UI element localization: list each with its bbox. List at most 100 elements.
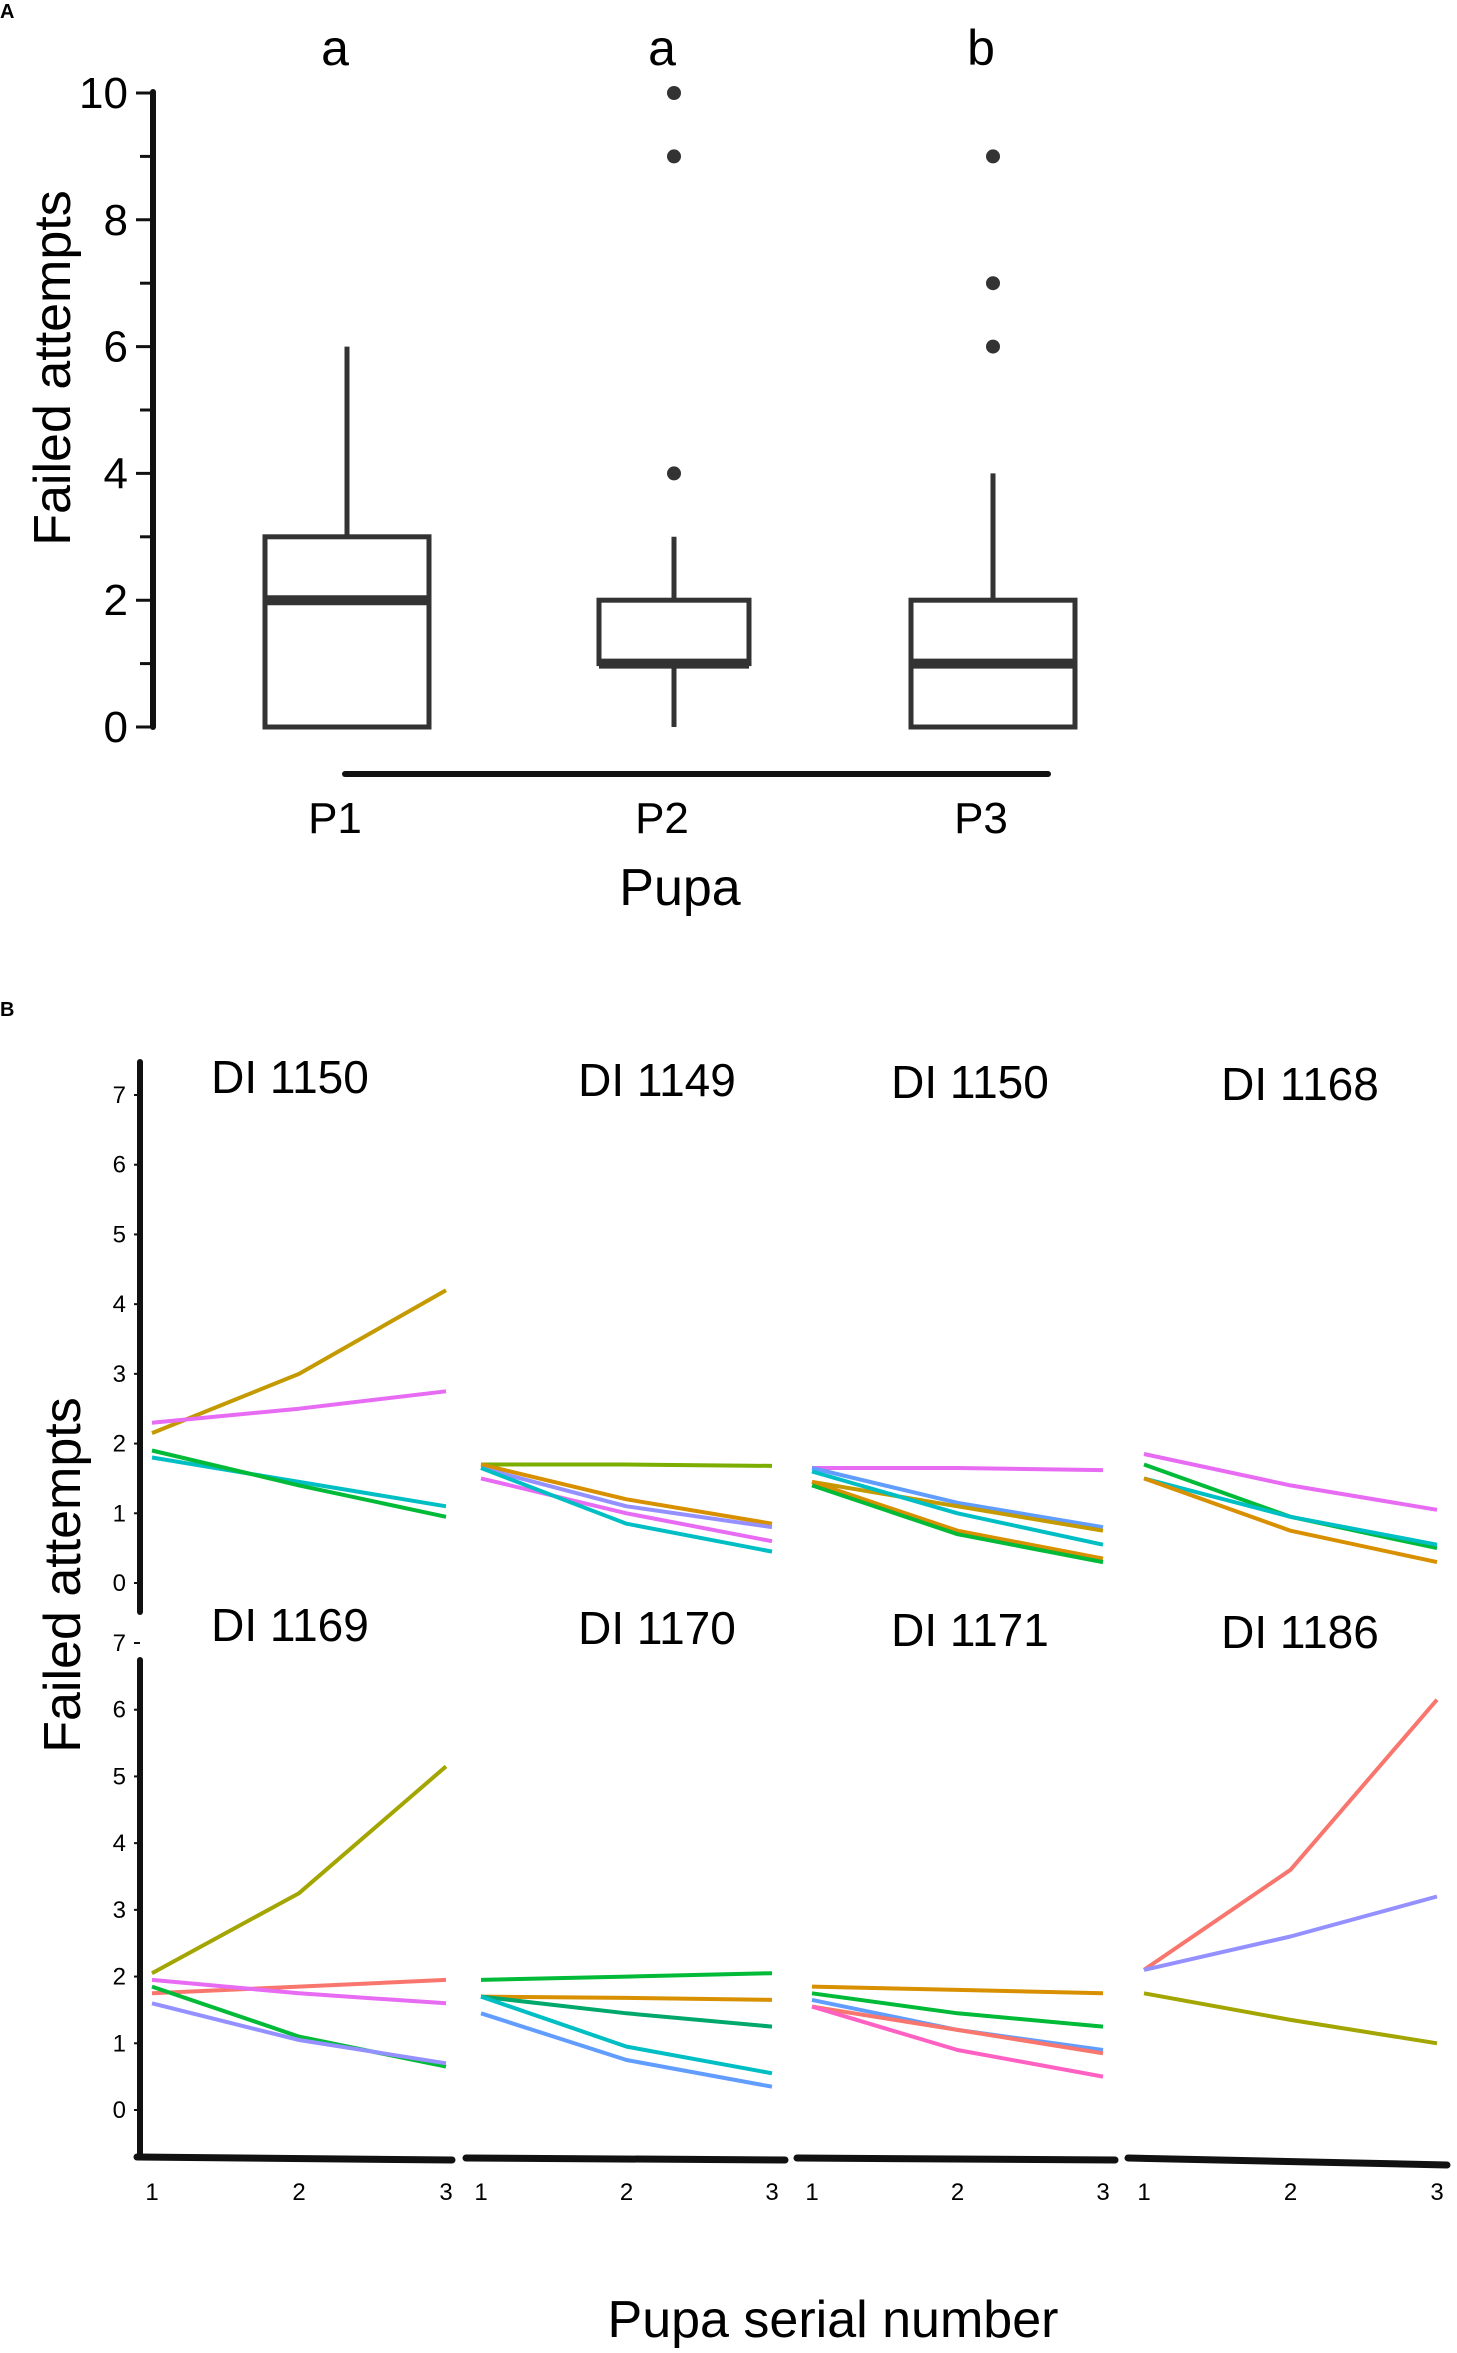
panel-a-x-axis-title: Pupa [619, 859, 741, 917]
panel-b-series-line [811, 1483, 1104, 1565]
panel-b-series-line [480, 1994, 773, 2029]
panel-b-series-line [151, 1448, 447, 1519]
panel-b-series-line [1142, 1698, 1439, 1972]
panel-b-x-tick-label: 3 [765, 2179, 778, 2206]
panel-b-x-tick-label: 1 [1137, 2179, 1150, 2206]
panel-b-y-tick-label: 3 [113, 1897, 126, 1924]
panel-a-x-tick-label: P1 [308, 794, 362, 843]
panel-b-series-line [1143, 1476, 1438, 1547]
panel-a-outlier [986, 276, 1000, 291]
panel-a-y-tick-label: 10 [79, 69, 128, 118]
panel-b-facet-title: DI 1150 [891, 1056, 1049, 1108]
panel-b-series-line [811, 1469, 1104, 1547]
panel-b-x-tick-label: 1 [145, 2179, 158, 2206]
panel-b-x-tick-label: 2 [1284, 2179, 1297, 2206]
panel-b-series-line [480, 1994, 773, 2076]
panel-b-facet: DI 1169 [151, 1599, 448, 2069]
panel-b-series-line [811, 1991, 1104, 2029]
panel-b-series-line [151, 1977, 447, 1996]
panel-a-y-tick-label: 2 [104, 576, 128, 625]
panel-b-series-line [811, 1997, 1104, 2052]
panel-a-x-tick-label: P2 [635, 794, 689, 843]
panel-a-boxplot: 0 2 4 6 8 10 P1 a P2 a P3 b Failed attempts Pupa [24, 20, 1078, 917]
panel-b-facet-title: DI 1150 [211, 1051, 369, 1103]
panel-b-y-tick-label: 5 [113, 1221, 126, 1248]
panel-b-series-line [480, 1466, 773, 1530]
panel-b-y-tick-label: 4 [113, 1291, 126, 1318]
panel-b-y-tick-label: 4 [113, 1830, 126, 1857]
panel-b-series-line [811, 1984, 1104, 1996]
panel-a-y-axis-title: Failed attempts [24, 190, 82, 546]
panel-b-y-tick-label: 2 [113, 1431, 126, 1458]
panel-b-series-line [151, 1288, 447, 1435]
panel-b-x-tick-label: 2 [620, 2179, 633, 2206]
panel-a-outlier [986, 339, 1000, 354]
panel-b-facet: DI 1150 [811, 1056, 1104, 1565]
panel-b-facet-title: DI 1171 [891, 1604, 1049, 1656]
panel-b-facet-title: DI 1170 [578, 1602, 736, 1654]
panel-b-x-axis-col2 [462, 2154, 789, 2164]
panel-b-series-line [480, 2011, 773, 2089]
panel-b-x-tick-label: 1 [805, 2179, 818, 2206]
panel-a-box [596, 597, 752, 667]
panel-a-box-group: P3 b [908, 20, 1078, 843]
panel-b-series-line [480, 1971, 773, 1982]
panel-b-facet-title: DI 1168 [1221, 1058, 1379, 1110]
panel-b-facet: DI 1150 [151, 1051, 447, 1519]
panel-a-outlier [667, 86, 681, 100]
panel-b-y-tick-label: 7 [113, 1630, 126, 1657]
panel-b-x-axis-col1 [133, 2153, 456, 2164]
panel-b-y-tick-label: 7 [113, 1082, 126, 1109]
panel-b-series-line [811, 2004, 1104, 2079]
panel-b-facet-title: DI 1186 [1221, 1606, 1379, 1658]
panel-b-x-tick-label: 2 [951, 2179, 964, 2206]
panel-a-box [262, 534, 432, 730]
panel-b-y-tick-label: 1 [113, 1500, 126, 1527]
panel-a-y-tick-label: 8 [104, 196, 128, 245]
panel-a-x-tick-label: P3 [954, 794, 1008, 843]
panel-a-y-tick-label: 0 [104, 703, 128, 752]
panel-b-series-line [811, 1466, 1104, 1530]
panel-b-y-tick-label: 1 [113, 2030, 126, 2057]
panel-b-facet: DI 1149 [480, 1054, 773, 1554]
panel-b-y-tick-label: 0 [113, 2097, 126, 2124]
panel-b-y-tick-label: 6 [113, 1697, 126, 1724]
panel-b-x-tick-label: 3 [439, 2179, 452, 2206]
panel-b-series-line [151, 1764, 448, 1975]
panel-a-box-group: P2 a [596, 20, 752, 843]
panel-b-series-line [811, 1479, 1104, 1533]
panel-a-box-group: P1 a [262, 20, 432, 843]
panel-b-series-line [480, 1994, 773, 2002]
panel-b-series-line [1143, 1991, 1438, 2046]
panel-a-significance-letter: a [648, 20, 676, 76]
panel-a-label: A [0, 1, 14, 23]
panel-a-outlier [667, 149, 681, 164]
panel-b-x-axis-title: Pupa serial number [608, 2291, 1059, 2349]
panel-b-y-tick-label: 0 [113, 1570, 126, 1597]
panel-b-y-tick-label: 6 [113, 1152, 126, 1179]
panel-b-x-tick-label: 1 [474, 2179, 487, 2206]
panel-b-x-tick-label: 3 [1096, 2179, 1109, 2206]
panel-a-significance-letter: a [321, 20, 349, 76]
panel-b-series-line [151, 1977, 447, 2006]
panel-b-series-line [151, 1455, 447, 1509]
panel-b-facet: DI 1186 [1142, 1606, 1439, 2046]
panel-b-y-tick-label: 2 [113, 1964, 126, 1991]
panel-b-series-line [151, 1389, 447, 1425]
panel-b-series-line [481, 1462, 773, 1468]
panel-b-series-line [151, 2001, 447, 2066]
panel-b-x-tick-label: 2 [292, 2179, 305, 2206]
panel-b-label: B [0, 999, 14, 1021]
panel-b-series-line [812, 1466, 1104, 1473]
panel-b-x-axis-col3 [793, 2154, 1119, 2164]
panel-b-series-line [480, 1462, 773, 1526]
panel-b-y-axis-title: Failed attempts [34, 1397, 92, 1753]
panel-b-facet-title: DI 1169 [211, 1599, 369, 1651]
panel-b-series-line [811, 1480, 1104, 1561]
panel-b-series-line [811, 2004, 1104, 2056]
panel-b-x-axis-col4 [1124, 2154, 1451, 2169]
panel-a-outlier [986, 149, 1000, 164]
panel-b-series-line [1143, 1894, 1438, 1972]
